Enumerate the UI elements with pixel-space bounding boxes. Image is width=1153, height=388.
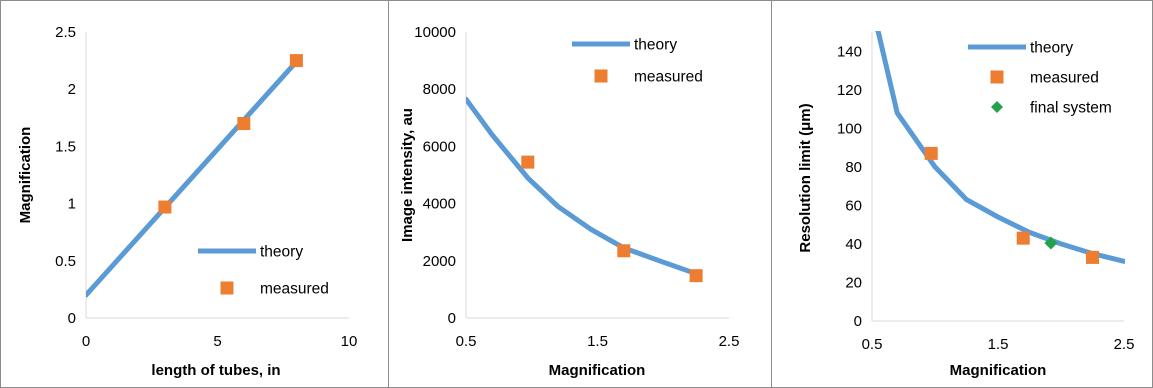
- y-tick-label: 0: [854, 313, 862, 330]
- y-tick-label: 8000: [423, 81, 456, 98]
- y-tick-label: 2000: [423, 253, 456, 270]
- y-tick-label: 10000: [414, 24, 456, 41]
- y-axis-title: Magnification: [17, 127, 34, 224]
- plot-area: [875, 31, 1125, 264]
- y-tick-label: 120: [837, 82, 862, 99]
- data-point-measured: [158, 200, 172, 214]
- y-tick-label: 80: [845, 159, 862, 176]
- panel-frame: [0, 0, 389, 388]
- data-point-measured: [237, 117, 251, 131]
- legend-label: theory: [260, 244, 303, 261]
- x-tick-label: 0.5: [862, 336, 883, 353]
- x-axis-title: Magnification: [950, 362, 1047, 379]
- y-tick-label: 4000: [423, 196, 456, 213]
- data-point-measured: [289, 54, 303, 68]
- y-tick-label: 140: [837, 43, 862, 60]
- y-tick-label: 2: [68, 81, 76, 98]
- data-point-measured: [924, 146, 938, 160]
- data-point-measured: [617, 244, 631, 258]
- legend-square-swatch: [220, 281, 234, 295]
- series-line-theory: [875, 31, 1125, 264]
- data-point-measured: [1086, 250, 1099, 264]
- legend-label: theory: [1030, 40, 1073, 57]
- x-tick-label: 1.5: [587, 333, 608, 350]
- plot-area: [86, 54, 303, 298]
- y-tick-label: 100: [837, 120, 862, 137]
- y-tick-label: 1.5: [55, 138, 76, 155]
- x-tick-label: 0: [82, 333, 90, 350]
- y-tick-label: 0.5: [55, 253, 76, 270]
- data-point-measured: [1016, 231, 1030, 245]
- legend: theory measured: [198, 244, 329, 298]
- legend-square-swatch: [990, 70, 1004, 84]
- data-point-measured: [689, 269, 703, 283]
- y-tick-label: 1: [68, 196, 76, 213]
- x-tick-label: 10: [341, 333, 358, 350]
- y-tick-label: 20: [845, 274, 862, 291]
- data-point-measured: [521, 155, 535, 169]
- legend-label: final system: [1030, 100, 1112, 117]
- legend-label: measured: [1030, 70, 1099, 87]
- legend: theory measured final system: [968, 40, 1112, 117]
- y-axis-title: Resolution limit (μm): [797, 103, 814, 252]
- y-axis-title: Image intensity, au: [399, 108, 416, 242]
- chart-panel-2: 0 2000 4000 6000 8000 10000 0.5 1.5 2.5 Magnifica…: [388, 0, 772, 388]
- legend-label: measured: [634, 69, 703, 86]
- legend-label: measured: [260, 281, 329, 298]
- panel-frame: [388, 0, 772, 388]
- y-tick-label: 40: [845, 236, 862, 253]
- y-tick-label: 0: [68, 310, 76, 327]
- legend-label: theory: [634, 37, 677, 54]
- x-axis-title: length of tubes, in: [151, 362, 280, 379]
- chart-panel-3: 0 20 40 60 80 100 120 140 0.5 1.5 2.5 Magnification…: [771, 0, 1153, 388]
- series-line-theory: [86, 59, 299, 298]
- y-tick-label: 6000: [423, 138, 456, 155]
- legend-square-swatch: [594, 69, 608, 83]
- x-tick-label: 2.5: [719, 333, 740, 350]
- x-tick-label: 0.5: [456, 333, 477, 350]
- data-point-final-system: [1044, 236, 1058, 250]
- legend: theory measured: [572, 37, 703, 86]
- y-tick-label: 0: [448, 310, 456, 327]
- chart-panel-1: 0 0.5 1 1.5 2 2.5 0 5 10 length of tubes, in Magni…: [0, 0, 389, 388]
- x-axis-title: Magnification: [549, 362, 646, 379]
- series-line-theory: [466, 96, 699, 277]
- y-tick-label: 2.5: [55, 24, 76, 41]
- x-tick-label: 2.5: [1114, 336, 1135, 353]
- y-tick-label: 60: [845, 197, 862, 214]
- plot-area: [466, 96, 703, 283]
- x-tick-label: 1.5: [988, 336, 1009, 353]
- x-tick-label: 5: [213, 333, 221, 350]
- legend-diamond-swatch: [991, 101, 1003, 113]
